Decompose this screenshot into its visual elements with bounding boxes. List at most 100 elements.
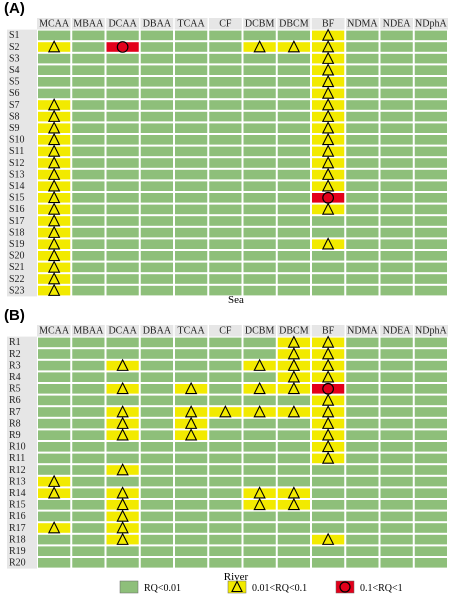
panel-a-cell (105, 203, 140, 216)
panel-b-cell (139, 429, 174, 441)
panel-a-cell (174, 261, 209, 274)
panel-a-cell (276, 261, 311, 274)
panel-b-cell (276, 371, 311, 383)
panel-b-cell (242, 406, 277, 418)
panel-b-row-label: R18 (9, 534, 26, 545)
panel-b-cell (379, 557, 414, 569)
panel-a-cell (105, 238, 140, 250)
panel-a-cell (345, 192, 380, 204)
panel-b-col-label: DBAA (143, 326, 172, 337)
panel-a-cell (242, 273, 277, 285)
panel-a-cell (37, 29, 72, 42)
panel-b-cell (208, 394, 243, 407)
panel-b-cell (276, 464, 311, 476)
panel-b-cell (413, 510, 448, 523)
panel-b-cell (345, 557, 380, 569)
panel-b-cell (379, 394, 414, 407)
panel-a-cell (37, 145, 72, 158)
panel-a-cell (105, 87, 140, 100)
panel-a-cell (345, 238, 380, 250)
panel-a-triangle-marker (321, 237, 335, 250)
panel-b-cell (379, 487, 414, 499)
panel-b-cell (105, 499, 140, 511)
panel-b-cell (174, 359, 209, 372)
panel-b-cell (37, 452, 72, 465)
panel-a-cell (174, 76, 209, 88)
panel-a-row-label: S8 (9, 111, 20, 122)
panel-a-cell (139, 64, 174, 77)
panel-b-cell (345, 371, 380, 383)
panel-a-cell (71, 261, 106, 274)
panel-b-cell (276, 557, 311, 569)
panel-b-triangle-marker (47, 521, 61, 534)
panel-a-row-label-bg (7, 29, 37, 297)
panel-b-cell (208, 533, 243, 546)
panel-b-triangle-marker (116, 358, 129, 371)
panel-b-cell (379, 406, 414, 418)
panel-a-cell (139, 157, 174, 169)
panel-a-cell (379, 180, 414, 192)
panel-a-cell (413, 41, 448, 53)
panel-a-cell (37, 99, 72, 111)
panel-a-cell (208, 168, 243, 181)
panel-b-cell (311, 464, 346, 476)
panel-a-cell (311, 250, 346, 262)
panel-b-cell (242, 533, 277, 546)
panel-b-cell (105, 348, 140, 360)
panel-a-cell (345, 284, 380, 297)
panel-a-cell (71, 180, 106, 192)
panel-b-cell (174, 417, 209, 430)
panel-b-cell (413, 557, 448, 569)
panel-a-heatmap: MCAA MBAA DCAA DBAA TCAA CF DCBM DBCM BF NDMA NDEA… (7, 18, 448, 296)
panel-b-col-label: DCBM (245, 326, 275, 337)
panel-b-cell (139, 348, 174, 360)
panel-a-cell (242, 157, 277, 169)
panel-b-cell (242, 336, 277, 349)
panel-b-cell (139, 510, 174, 523)
panel-a-cell (105, 122, 140, 135)
panel-a-cell (413, 76, 448, 88)
panel-a-cell (37, 122, 72, 135)
panel-a-cell (71, 122, 106, 135)
panel-b-cell (37, 487, 72, 499)
panel-b-cell (37, 475, 72, 488)
panel-b-col-label: DBCM (279, 326, 309, 337)
panel-a-cell (71, 76, 106, 88)
panel-b-cell (311, 359, 346, 372)
panel-b-cell (413, 383, 448, 395)
panel-a-cell (71, 52, 106, 65)
panel-b-cell (345, 359, 380, 372)
panel-b-cell (71, 464, 106, 476)
panel-b-row-label: R16 (9, 511, 26, 522)
panel-a-cell (379, 261, 414, 274)
panel-a-cell (276, 76, 311, 88)
panel-b-cell (379, 371, 414, 383)
panel-b-cell (242, 441, 277, 453)
panel-b-cell (208, 336, 243, 349)
panel-a-cell (345, 122, 380, 135)
panel-a-cell (139, 122, 174, 135)
panel-a-cell (379, 29, 414, 42)
panel-a-cell (208, 29, 243, 42)
panel-b-row-label: R5 (9, 384, 21, 395)
panel-a-col-label: NDMA (347, 19, 378, 30)
panel-b-cell (37, 522, 72, 534)
panel-a-cell (276, 145, 311, 158)
panel-b-cell (345, 452, 380, 465)
panel-b-row-label-bg (7, 336, 37, 569)
panel-b-cell (276, 475, 311, 488)
panel-a-cell (37, 64, 72, 77)
panel-a-cell (139, 273, 174, 285)
panel-b-cell (345, 429, 380, 441)
panel-a-triangle-marker (321, 179, 335, 192)
panel-a-cell (276, 87, 311, 100)
panel-b-cell (71, 522, 106, 534)
panel-a-cell (242, 284, 277, 297)
panel-b-cell (71, 348, 106, 360)
panel-a-cell (208, 87, 243, 100)
panel-a-cell (311, 87, 346, 100)
panel-a-cell (174, 134, 209, 146)
panel-a-cell (276, 134, 311, 146)
panel-b-cell (71, 452, 106, 465)
panel-a-cell (276, 29, 311, 42)
